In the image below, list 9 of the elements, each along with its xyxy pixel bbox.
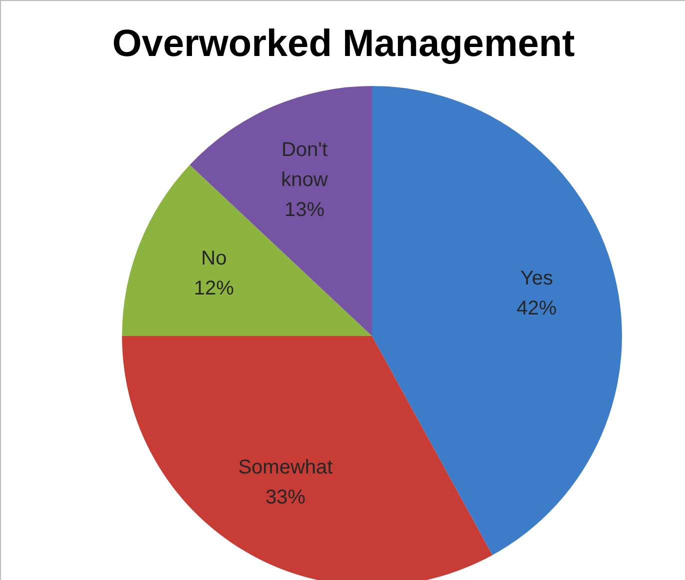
slice-label: Yes [520, 268, 553, 290]
slice-label: No [201, 247, 227, 270]
data-label: 13% [284, 198, 325, 221]
data-label: 33% [265, 486, 306, 508]
data-label: 42% [516, 298, 557, 320]
slice-label: Somewhat [238, 456, 334, 478]
slice-label: Don't know [281, 138, 328, 191]
chart-title: Overworked Management [111, 23, 576, 66]
data-label: 12% [194, 277, 234, 300]
